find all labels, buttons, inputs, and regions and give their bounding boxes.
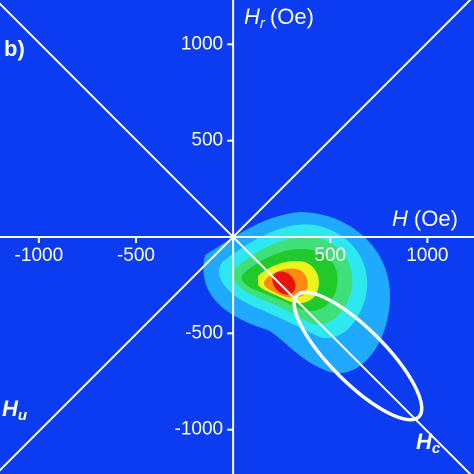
y-label-unit: (Oe): [270, 4, 314, 29]
hc-subscript: c: [432, 440, 441, 457]
hc-label: Hc: [416, 429, 441, 457]
y-tick-label: 500: [191, 130, 223, 151]
panel-label: b): [4, 36, 25, 61]
contours: [203, 212, 391, 374]
contour-level: [272, 271, 296, 295]
y-tick-label: -500: [185, 322, 223, 343]
y-label-symbol: H: [244, 4, 260, 29]
hu-label: Hu: [2, 396, 27, 424]
x-label-symbol: H: [392, 206, 408, 231]
x-tick-label: 500: [314, 245, 346, 266]
y-label-subscript: r: [260, 15, 266, 32]
y-tick-label: 1000: [181, 33, 223, 54]
x-tick-label: -1000: [15, 245, 64, 266]
hc-symbol: H: [416, 429, 433, 454]
hu-subscript: u: [18, 407, 27, 424]
y-axis-label: Hr (Oe): [244, 4, 314, 32]
x-tick-label: -500: [117, 245, 155, 266]
x-axis-label: H (Oe): [392, 206, 458, 231]
highlight-ellipse: [292, 290, 424, 422]
x-label-unit: (Oe): [414, 206, 458, 231]
y-tick-label: -1000: [175, 419, 224, 440]
x-tick-label: 1000: [406, 245, 448, 266]
hu-symbol: H: [2, 396, 19, 421]
